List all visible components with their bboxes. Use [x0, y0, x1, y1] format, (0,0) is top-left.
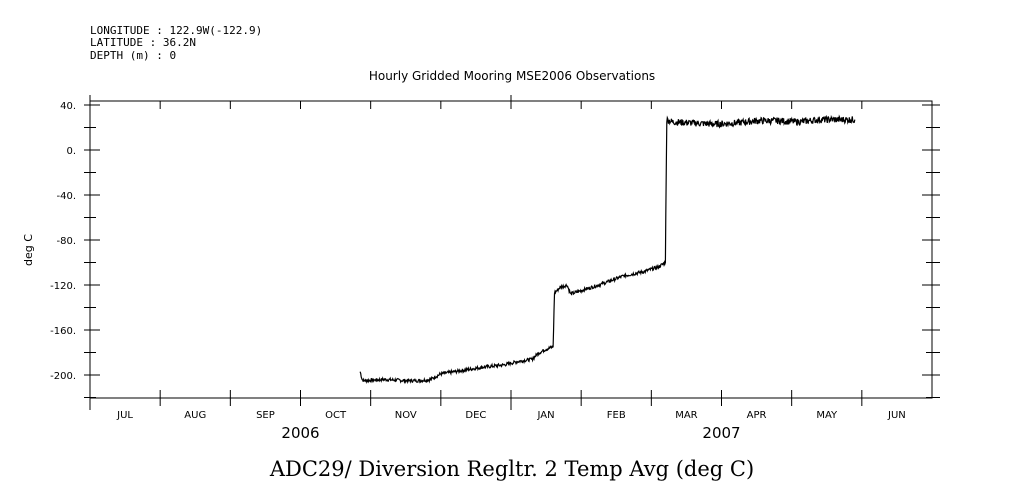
- x-month-label: JAN: [537, 410, 555, 421]
- depth-label: DEPTH (m) : 0: [90, 49, 176, 62]
- plot-frame: [89, 100, 933, 399]
- y-tick-label: -160.: [50, 326, 76, 337]
- x-month-label: JUL: [116, 410, 133, 421]
- y-tick-label: 40.: [60, 101, 76, 112]
- x-month-label: APR: [747, 410, 767, 421]
- y-tick-label: -80.: [56, 236, 76, 247]
- y-axis: 40. 0. -40. -80. -120. -160. -200.: [50, 101, 940, 398]
- x-month-label: DEC: [465, 410, 486, 421]
- y-tick-label: -40.: [56, 191, 76, 202]
- chart-title: Hourly Gridded Mooring MSE2006 Observati…: [369, 69, 655, 83]
- figure-caption: ADC29/ Diversion Regltr. 2 Temp Avg (deg…: [269, 457, 754, 481]
- x-month-label: MAR: [675, 410, 697, 421]
- x-month-label: SEP: [256, 410, 275, 421]
- x-month-label: JUN: [887, 410, 906, 421]
- x-month-label: AUG: [184, 410, 206, 421]
- x-year-label: 2006: [281, 424, 319, 442]
- longitude-label: LONGITUDE : 122.9W(-122.9): [90, 24, 262, 37]
- x-month-label: OCT: [325, 410, 347, 421]
- x-year-label: 2007: [702, 424, 740, 442]
- y-tick-label: -120.: [50, 281, 76, 292]
- y-tick-label: -200.: [50, 371, 76, 382]
- y-tick-label: 0.: [66, 146, 76, 157]
- x-axis: JUL AUG SEP OCT NOV DEC JAN FEB MAR APR MAY JUN 2006…: [89, 95, 906, 442]
- x-month-label: MAY: [816, 410, 838, 421]
- x-month-label: NOV: [395, 410, 417, 421]
- series-line: [359, 114, 856, 385]
- x-month-label: FEB: [607, 410, 626, 421]
- y-axis-label: deg C: [22, 234, 35, 266]
- latitude-label: LATITUDE : 36.2N: [90, 36, 196, 49]
